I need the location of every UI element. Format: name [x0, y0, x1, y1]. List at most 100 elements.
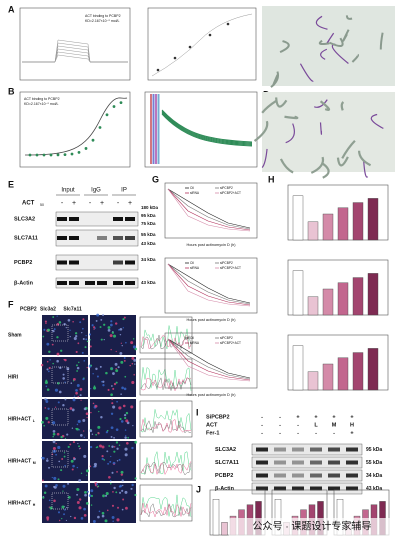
cell-dot	[58, 390, 62, 394]
cell-dot	[90, 364, 93, 367]
intensity-profile	[140, 494, 192, 517]
blot-band	[310, 447, 322, 452]
decay-line	[167, 188, 251, 232]
cell-dot	[46, 368, 49, 371]
cell-dot	[57, 401, 60, 404]
cell-dot	[83, 436, 85, 438]
cell-dot	[90, 411, 92, 414]
cell-dot	[48, 350, 51, 354]
decay-line	[167, 263, 251, 306]
blot-strip	[251, 456, 363, 469]
cell-dot	[113, 437, 115, 439]
structure-image	[262, 6, 395, 86]
cell-dot	[52, 329, 55, 333]
plot-frame	[139, 400, 193, 438]
cell-dot	[129, 364, 131, 367]
cell-dot	[83, 407, 87, 411]
cell-dot	[43, 328, 46, 331]
cell-dot	[131, 483, 134, 487]
cell-dot	[130, 341, 134, 345]
cell-dot	[134, 493, 137, 497]
micrograph	[42, 315, 88, 355]
structure-stroke	[310, 156, 325, 174]
cell-dot	[44, 407, 47, 409]
decay-line	[167, 263, 251, 304]
cell-dot	[115, 428, 119, 431]
cell-dot	[125, 435, 127, 437]
cell-dot	[92, 373, 94, 375]
cell-dot	[46, 388, 50, 391]
cell-dot	[95, 483, 99, 486]
decay-line	[167, 263, 251, 305]
bar	[352, 352, 364, 391]
cell-dot	[101, 457, 104, 461]
data-point	[84, 147, 88, 150]
bar	[322, 213, 334, 241]
cell-dot	[111, 471, 114, 474]
cell-dot	[97, 515, 100, 519]
cell-dot	[77, 419, 81, 423]
blot-band	[328, 460, 340, 465]
marker-label: 43 kDa	[141, 280, 156, 285]
legend-text: Ctl	[190, 261, 194, 265]
cell-dot	[82, 327, 84, 330]
cell-dot	[125, 341, 127, 344]
decay-line	[161, 110, 253, 144]
decay-line	[167, 338, 251, 381]
cell-dot	[110, 412, 114, 415]
cell-dot	[111, 402, 114, 405]
cell-dot	[72, 377, 76, 381]
sign: -	[89, 200, 92, 207]
decay-line	[167, 338, 251, 380]
cell-dot	[71, 408, 75, 412]
sign: -	[279, 422, 281, 428]
decay-line	[167, 188, 251, 231]
cell-dot	[76, 466, 79, 469]
cell-dot	[112, 334, 117, 338]
row-label: HIRI	[8, 374, 19, 380]
sign: -	[297, 422, 299, 428]
micrograph	[90, 399, 136, 439]
cell-dot	[44, 484, 48, 488]
bar	[367, 273, 379, 316]
blot-band	[274, 460, 286, 465]
cell-dot	[47, 370, 50, 373]
blot-band	[113, 217, 123, 221]
panel-letter: F	[8, 299, 14, 309]
cell-dot	[130, 405, 134, 409]
cell-dot	[53, 476, 57, 480]
cell-dot	[123, 359, 126, 362]
cell-dot	[105, 431, 108, 434]
stain-label: Slc7a11	[63, 306, 82, 312]
bar	[367, 348, 379, 391]
cell-dot	[122, 498, 125, 501]
cell-dot	[76, 493, 79, 496]
cell-dot	[89, 429, 93, 433]
cell-dot	[43, 491, 47, 494]
cell-dot	[121, 484, 124, 487]
cell-dot	[124, 447, 128, 451]
panel-letter: G	[152, 174, 159, 184]
cell-dot	[79, 394, 82, 397]
zoom-box	[51, 324, 69, 342]
cell-dot	[84, 490, 87, 494]
protein-label: β-Actin	[14, 280, 34, 286]
plot-frame	[147, 7, 257, 81]
cell-dot	[118, 444, 121, 447]
cell-dot	[64, 398, 67, 401]
structure-stroke	[351, 53, 359, 63]
cell-dot	[107, 388, 110, 391]
blot-band	[274, 486, 286, 491]
sensorgram	[22, 48, 128, 63]
bar	[212, 499, 220, 536]
blot-band	[113, 236, 123, 240]
cell-dot	[57, 382, 60, 385]
cell-dot	[110, 436, 113, 438]
cell-dot	[122, 327, 124, 329]
blot-band	[292, 473, 304, 478]
bar	[221, 522, 228, 536]
structure-stroke	[357, 150, 372, 167]
cell-dot	[55, 484, 58, 487]
micrograph	[90, 315, 136, 355]
cell-dot	[71, 468, 74, 471]
